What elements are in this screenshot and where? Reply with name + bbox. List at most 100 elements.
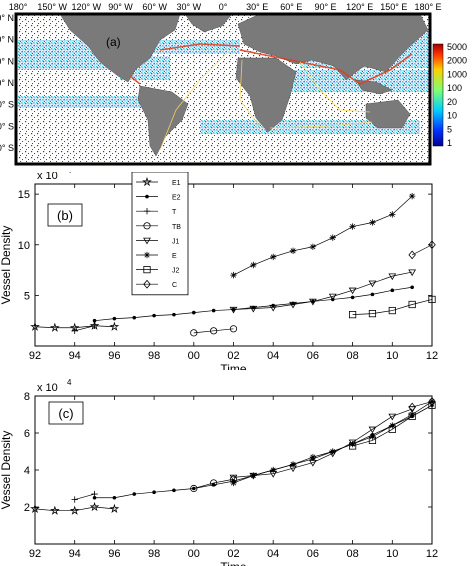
chart-c: 92 94 96 98 00 02 04 06 08 10 12 2 4 6 8 x 10 4 Time Vesse… (0, 378, 438, 566)
x-tick-label: 04 (267, 350, 279, 362)
data-point (428, 401, 436, 409)
data-point (49, 505, 60, 515)
data-point (249, 305, 258, 313)
y-exponent-power: 4 (67, 378, 72, 387)
data-point (109, 503, 120, 513)
longitude-tick-label: 120° W (72, 2, 102, 12)
colorbar-tick-label: 10 (447, 111, 457, 121)
series-line (34, 506, 115, 512)
legend-marker (143, 279, 151, 289)
latitude-tick-label: 30° S (0, 121, 14, 131)
y-tick-label: 4 (24, 465, 30, 477)
x-tick-label: 96 (108, 548, 120, 560)
data-point (229, 474, 238, 482)
data-point (368, 436, 377, 444)
latitude-tick-label: 50° S (0, 143, 14, 153)
latitude-labels: 70° N 50° N 30° N 10° N 10° S 30° S 50° S (0, 13, 14, 153)
chart-b: 92 94 96 98 00 02 04 06 08 10 12 5 10 15 x 10 4 Time Vess… (0, 172, 438, 370)
data-point (428, 398, 436, 405)
y-tick-label: 15 (18, 189, 30, 201)
data-point (270, 253, 277, 261)
x-tick-label: 94 (69, 350, 81, 362)
data-point (152, 490, 156, 494)
data-point (408, 411, 416, 418)
data-point (368, 426, 377, 434)
legend-label: TB (172, 224, 181, 231)
longitude-labels: 180° 150° W 120° W 90° W 60° W 30° W 0° 30° E 60… (9, 2, 442, 12)
data-point (369, 433, 376, 440)
data-point (172, 312, 176, 317)
series-line (352, 404, 433, 447)
legend-item: J2 (136, 266, 180, 275)
land-australia (365, 99, 411, 129)
panel-label: (c) (48, 401, 84, 425)
plot-area (34, 183, 433, 347)
panel-label: (b) (47, 203, 83, 227)
busy-shipping-routes (129, 43, 413, 85)
series-j2 (348, 295, 436, 319)
legend-label: T (172, 209, 177, 216)
data-point (388, 273, 397, 281)
data-point (230, 271, 237, 279)
longitude-tick-label: 0° (219, 2, 228, 12)
data-point (368, 309, 377, 318)
data-point (91, 322, 98, 329)
land-southeast-asia (355, 79, 393, 95)
map-area: (a) (16, 13, 430, 164)
data-point (71, 496, 78, 503)
series-e (230, 398, 436, 487)
longitude-tick-label: 150° E (380, 2, 407, 12)
data-point (112, 495, 117, 500)
series-tb (190, 475, 238, 493)
land-africa (235, 57, 297, 133)
data-point (428, 295, 436, 304)
data-point (190, 329, 198, 337)
panel-label-text: (c) (58, 406, 73, 421)
legend-label: E (172, 253, 177, 260)
longitude-tick-label: 180° E (414, 2, 441, 12)
legend-marker (143, 237, 151, 245)
x-tick-label: 08 (346, 350, 358, 362)
x-tick-label: 08 (346, 548, 358, 560)
data-point (408, 250, 416, 260)
data-point (132, 492, 137, 496)
land-eurasia (237, 13, 429, 81)
data-point (289, 247, 297, 255)
data-point (348, 311, 357, 319)
x-tick-label: 96 (108, 350, 120, 362)
data-point (30, 321, 40, 331)
legend-item: T (136, 208, 177, 216)
x-tick-label: 06 (307, 548, 319, 560)
data-point (230, 479, 237, 487)
y-axis-label: Vessel Density (0, 226, 13, 305)
data-point (408, 269, 417, 277)
legend-label: E1 (172, 180, 181, 187)
legend-marker (143, 222, 151, 230)
series-line (412, 401, 433, 408)
y-tick-label: 6 (24, 428, 30, 440)
legend: E1 E2 T TB J1 E J2 C (131, 172, 189, 296)
x-tick-label: 04 (267, 548, 279, 560)
legend-item: J1 (136, 237, 180, 245)
data-point (30, 503, 40, 513)
series-line (74, 325, 95, 332)
data-point (71, 327, 78, 335)
panel-label-text: (b) (57, 208, 73, 223)
data-point (269, 304, 278, 312)
x-tick-label: 02 (227, 350, 239, 362)
latitude-tick-label: 70° N (0, 13, 14, 23)
legend-marker (143, 251, 151, 259)
data-point (408, 300, 416, 309)
y-tick-label: 10 (18, 240, 30, 252)
x-tick-label: 06 (307, 350, 319, 362)
x-tick-label: 00 (188, 350, 200, 362)
legend-box (131, 172, 189, 296)
data-point (350, 295, 355, 300)
land-north-america (59, 13, 181, 83)
data-point (428, 397, 436, 406)
data-point (410, 285, 414, 290)
longitude-tick-label: 180° (9, 2, 28, 12)
data-point (172, 488, 176, 493)
legend-label: C (172, 282, 177, 289)
data-point (329, 448, 336, 455)
